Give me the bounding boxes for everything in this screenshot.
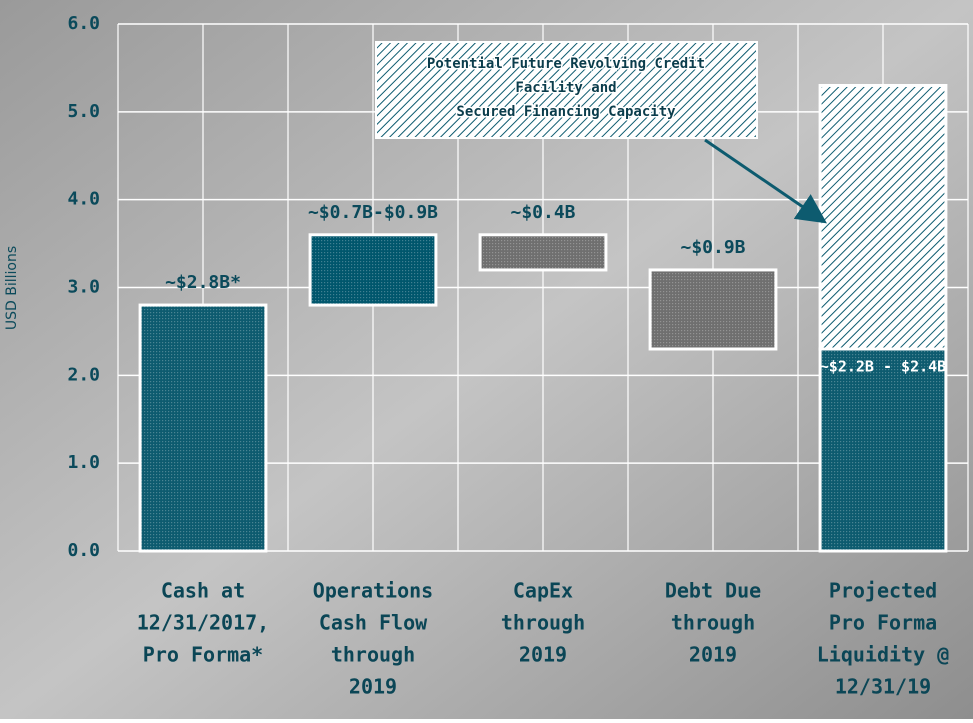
x-tick-label: Cash at <box>161 579 245 603</box>
value-label: ~$2.8B* <box>165 272 241 293</box>
y-tick-label: 4.0 <box>67 189 100 210</box>
annotation: Potential Future Revolving Credit Facilit… <box>425 55 706 122</box>
marks: ~$2.8B* ~$0.7B-$0.9B ~$0.4B ~$0.9B ~$2.2B - … <box>138 83 948 553</box>
y-tick-label: 3.0 <box>67 277 100 298</box>
x-tick-label: through <box>331 643 415 667</box>
y-tick-label: 1.0 <box>67 452 100 473</box>
value-label: ~$0.4B <box>510 202 575 223</box>
capacity-bar <box>818 83 948 351</box>
x-tick-label: Cash Flow <box>319 611 428 635</box>
bar-texture <box>310 234 436 306</box>
x-tick-label: 12/31/2017, <box>137 611 269 635</box>
annotation-line: Secured Financing Capacity <box>456 104 676 120</box>
annotation-line: Potential Future Revolving Credit <box>427 56 705 72</box>
annotation-arrow <box>704 138 827 224</box>
x-tick-label: 2019 <box>349 675 397 699</box>
y-tick-label: 6.0 <box>67 13 100 34</box>
x-tick-label: 2019 <box>689 643 737 667</box>
bar-texture <box>480 234 606 270</box>
y-axis-label: USD Billions <box>4 246 20 330</box>
x-tick-label: 2019 <box>519 643 567 667</box>
x-tick-label: Projected <box>829 579 937 603</box>
bar-texture <box>820 348 946 551</box>
x-tick-label: Debt Due <box>665 579 761 603</box>
x-tick-label: Liquidity @ <box>817 643 949 667</box>
x-tick-label: through <box>671 611 755 635</box>
bar-texture <box>650 269 776 349</box>
annotation-box <box>375 41 758 139</box>
x-tick-label: CapEx <box>513 579 573 603</box>
x-tick-label: through <box>501 611 585 635</box>
value-label: ~$0.9B <box>680 237 745 258</box>
value-label: ~$0.7B-$0.9B <box>308 202 438 223</box>
annotation-line: Facility and <box>515 80 616 96</box>
y-tick-label: 2.0 <box>67 364 100 385</box>
x-tick-label: 12/31/19 <box>835 675 931 699</box>
x-tick-label: Pro Forma* <box>143 643 263 667</box>
value-label: ~$2.2B - $2.4B <box>820 357 946 375</box>
x-tick-label: Pro Forma <box>829 611 937 635</box>
x-tick-label: Operations <box>313 579 433 603</box>
y-tick-label: 0.0 <box>67 540 100 561</box>
bar-texture <box>140 305 266 551</box>
y-tick-label: 5.0 <box>67 101 100 122</box>
